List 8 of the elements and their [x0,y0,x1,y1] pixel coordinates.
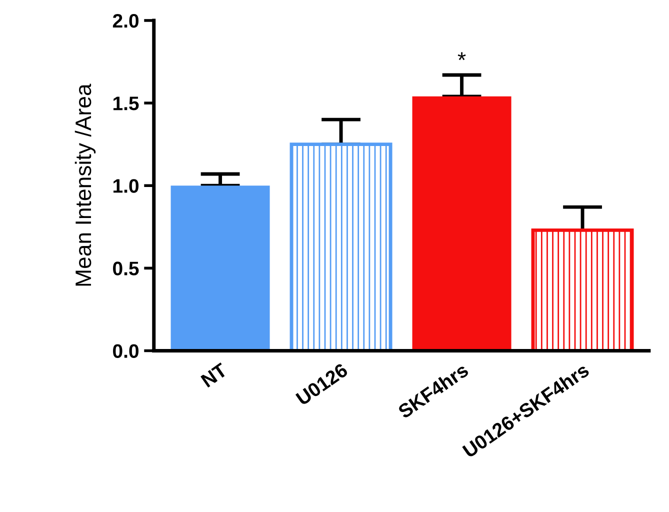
y-tick-label: 0.5 [113,262,139,276]
y-tick-label: 1.5 [113,96,139,110]
y-tick-label: 0.0 [113,344,138,358]
x-tick-label: NT [200,362,228,388]
annotation: * [458,52,466,60]
y-tick-label: 2.0 [112,14,138,28]
y-tick-label: 1.0 [113,179,138,193]
y-axis-title: Mean Intensity /Area [74,84,96,286]
